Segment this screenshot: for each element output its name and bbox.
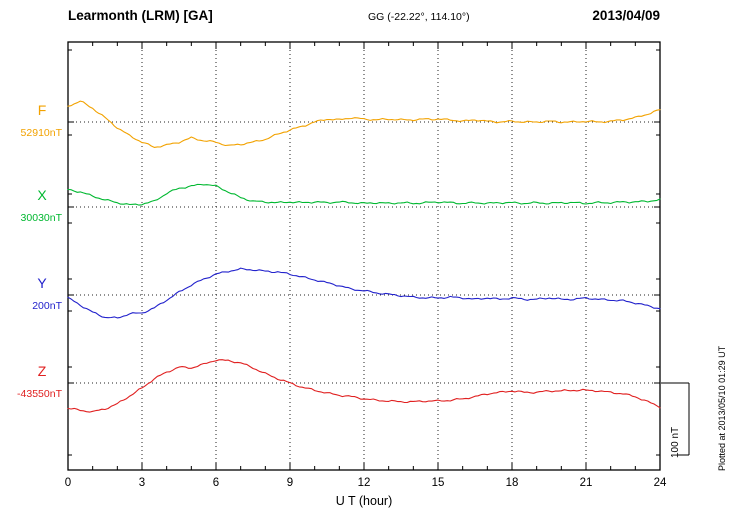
- series-baseline-x: 30030nT: [20, 212, 62, 224]
- x-tick-label-18: 18: [505, 477, 519, 489]
- series-letter-z: Z: [37, 363, 47, 379]
- series-letter-x: X: [37, 187, 47, 203]
- x-tick-label-3: 3: [138, 477, 146, 489]
- x-tick-label-0: 0: [64, 477, 72, 489]
- geo-coordinates: GG (-22.22°, 114.10°): [368, 11, 470, 23]
- series-baseline-y: 200nT: [32, 300, 62, 312]
- x-tick-label-9: 9: [286, 477, 294, 489]
- x-tick-label-21: 21: [579, 477, 593, 489]
- x-tick-label-6: 6: [212, 477, 220, 489]
- plotted-timestamp-note: Plotted at 2013/05/10 01:29 UT: [717, 345, 727, 471]
- station-title: Learmonth (LRM) [GA]: [68, 8, 213, 23]
- x-tick-label-15: 15: [431, 477, 445, 489]
- series-baseline-f: 52910nT: [20, 127, 62, 139]
- plot-date: 2013/04/09: [592, 8, 660, 23]
- x-tick-label-12: 12: [357, 477, 371, 489]
- series-baseline-z: -43550nT: [17, 388, 62, 400]
- series-letter-f: F: [37, 102, 47, 118]
- x-axis-title: U T (hour): [335, 494, 393, 508]
- series-letter-y: Y: [37, 275, 47, 291]
- x-tick-label-24: 24: [653, 477, 667, 489]
- scale-bar-label: 100 nT: [670, 426, 681, 458]
